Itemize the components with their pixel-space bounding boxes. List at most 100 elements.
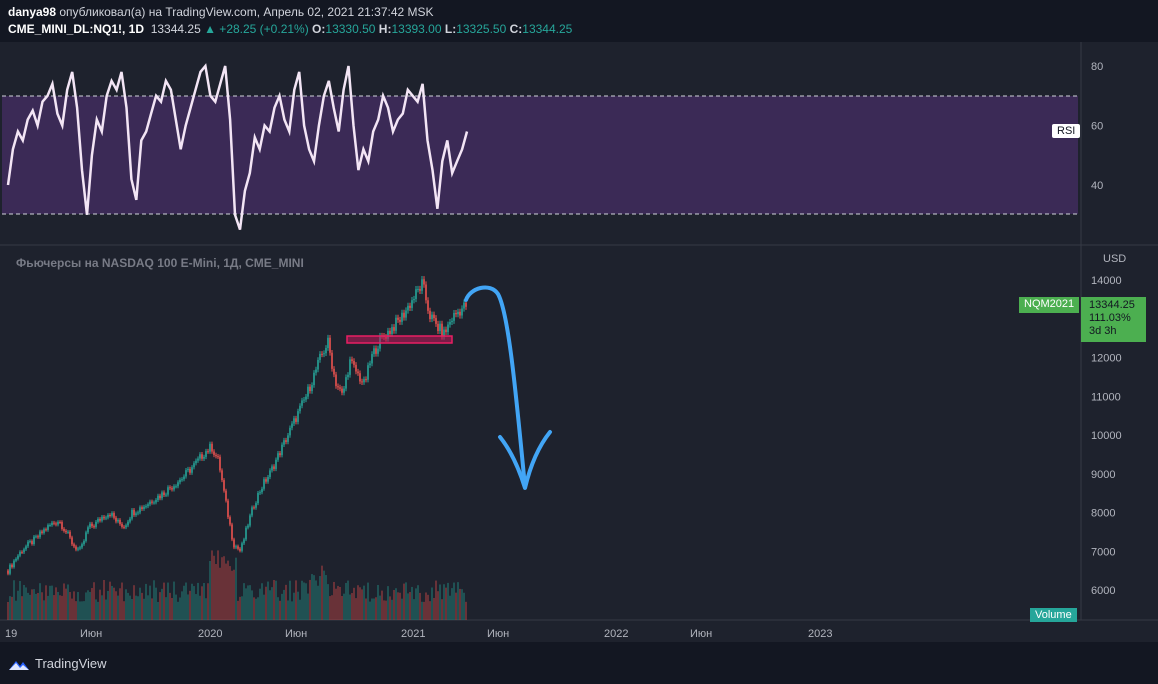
candle-body [223, 480, 225, 491]
candle-body [367, 365, 369, 380]
candle-body [171, 488, 173, 490]
volume-bar [121, 582, 123, 620]
volume-bar [253, 597, 255, 620]
candle-body [61, 522, 63, 529]
volume-bar [197, 582, 199, 620]
candle-body [17, 555, 19, 559]
symbol-name[interactable]: CME_MINI_DL:NQ1!, 1D [8, 22, 145, 36]
volume-bar [455, 592, 457, 620]
candle-body [169, 487, 171, 489]
volume-bar [423, 601, 425, 620]
candle-body [99, 518, 101, 521]
volume-bar [269, 590, 271, 620]
volume-bar [349, 594, 351, 620]
volume-bar [299, 599, 301, 620]
candle-body [157, 495, 159, 501]
candle-body [111, 513, 113, 516]
tradingview-brand[interactable]: TradingView [8, 656, 107, 671]
rsi-tick-label: 60 [1091, 121, 1103, 133]
volume-bar [257, 597, 259, 620]
candle-body [25, 546, 27, 550]
volume-bar [235, 557, 237, 620]
candle-body [19, 551, 21, 556]
volume-bar [353, 587, 355, 620]
candle-body [307, 386, 309, 397]
volume-bar [147, 595, 149, 620]
volume-bar [431, 587, 433, 620]
candle-body [311, 385, 313, 392]
volume-bar [393, 590, 395, 620]
volume-bar [25, 587, 27, 620]
candle-body [317, 359, 319, 370]
volume-bar [87, 590, 89, 620]
volume-bar [41, 592, 43, 620]
candle-body [119, 519, 121, 524]
volume-bar [65, 588, 67, 620]
volume-bar [101, 595, 103, 620]
volume-bar [309, 579, 311, 620]
volume-bar [295, 580, 297, 620]
volume-bar [157, 601, 159, 620]
candle-body [323, 353, 325, 355]
volume-bar [249, 585, 251, 620]
volume-bar [127, 592, 129, 620]
author-name[interactable]: danya98 [8, 5, 57, 19]
volume-bar [229, 566, 231, 620]
volume-bar [403, 583, 405, 620]
volume-bars [7, 550, 467, 620]
volume-bar [447, 582, 449, 620]
candle-body [347, 374, 349, 378]
volume-bar [439, 584, 441, 620]
volume-bar [81, 601, 83, 620]
candle-body [123, 526, 125, 528]
symbol-price-tag: NQM2021 [1019, 297, 1080, 313]
volume-bar [217, 550, 219, 620]
projection-arrow-head[interactable] [498, 430, 552, 490]
volume-bar [177, 601, 179, 620]
candle-body [391, 327, 393, 334]
candle-body [261, 488, 263, 493]
candle-body [53, 522, 55, 524]
volume-bar [135, 595, 137, 620]
candle-body [337, 386, 339, 388]
candle-body [309, 386, 311, 392]
candle-body [35, 536, 37, 538]
volume-bar [239, 596, 241, 620]
price-tick-label: 7000 [1091, 546, 1115, 558]
resistance-zone[interactable] [346, 335, 453, 344]
candle-body [49, 525, 51, 527]
volume-bar [465, 601, 467, 620]
projection-arrow-shaft[interactable] [464, 285, 527, 489]
candle-body [137, 512, 139, 514]
volume-bar [21, 596, 23, 620]
candle-body [359, 373, 361, 382]
volume-bar [7, 602, 9, 620]
volume-bar [461, 589, 463, 620]
currency-label[interactable]: USD [1103, 253, 1127, 265]
volume-bar [225, 563, 227, 620]
candles [7, 276, 467, 576]
candle-body [165, 494, 167, 496]
candle-body [409, 305, 411, 308]
volume-bar [427, 594, 429, 620]
volume-bar [413, 599, 415, 620]
volume-bar [357, 585, 359, 620]
volume-bar [215, 563, 217, 620]
candle-body [341, 388, 343, 393]
volume-bar [305, 583, 307, 620]
volume-bar [29, 594, 31, 620]
volume-bar [123, 601, 125, 620]
candle-body [93, 526, 95, 528]
last-price-pct: 111.03% [1089, 312, 1131, 324]
candle-body [209, 443, 211, 452]
candle-body [249, 515, 251, 526]
chart-canvas[interactable]: 40 60 80 6000 7000 8000 9000 10000 11000 12000 13… [0, 42, 1158, 642]
candle-body [63, 528, 65, 531]
volume-label[interactable]: Volume [1030, 608, 1077, 622]
volume-bar [281, 593, 283, 620]
rsi-label[interactable]: RSI [1052, 124, 1081, 138]
volume-bar [459, 588, 461, 620]
candle-body [303, 399, 305, 401]
rsi-tick-label: 40 [1091, 180, 1103, 192]
candle-body [43, 529, 45, 533]
